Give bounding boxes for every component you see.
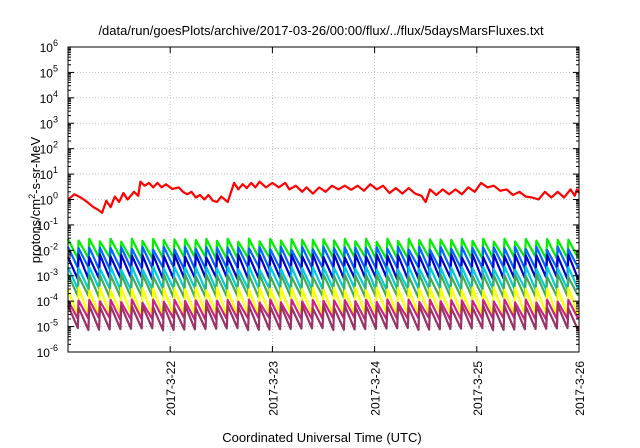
y-tick-label: 101 bbox=[40, 165, 58, 182]
y-axis-label-prefix: protons/cm bbox=[28, 199, 43, 263]
y-tick-label: 10-5 bbox=[37, 318, 58, 335]
y-tick-label: 10-1 bbox=[37, 216, 58, 233]
y-tick-exponent: -1 bbox=[50, 216, 58, 226]
y-tick-label: 100 bbox=[40, 191, 58, 208]
y-tick-label: 10-4 bbox=[37, 292, 58, 309]
y-axis-label-superscript: 2 bbox=[27, 194, 37, 199]
y-tick-base: 10 bbox=[40, 92, 54, 106]
y-tick-base: 10 bbox=[40, 117, 54, 131]
x-tick-label: 2017-3-26 bbox=[573, 361, 587, 416]
x-tick-label: 2017-3-25 bbox=[471, 361, 485, 416]
y-axis-label: protons/cm2-s-sr-MeV bbox=[27, 136, 43, 263]
y-tick-label: 10-3 bbox=[37, 267, 58, 284]
x-tick-label: 2017-3-22 bbox=[164, 361, 178, 416]
y-tick-base: 10 bbox=[40, 168, 54, 182]
y-tick-base: 10 bbox=[37, 321, 51, 335]
y-tick-exponent: 0 bbox=[53, 191, 58, 201]
y-tick-exponent: 1 bbox=[53, 165, 58, 175]
y-tick-label: 103 bbox=[40, 114, 58, 131]
y-tick-exponent: 5 bbox=[53, 63, 58, 73]
series-line-0 bbox=[67, 180, 580, 214]
y-tick-base: 10 bbox=[40, 143, 54, 157]
x-tick-label: 2017-3-23 bbox=[266, 361, 280, 416]
y-tick-label: 105 bbox=[40, 63, 58, 80]
y-tick-label: 106 bbox=[40, 38, 58, 55]
y-tick-exponent: -4 bbox=[50, 292, 58, 302]
y-tick-base: 10 bbox=[37, 270, 51, 284]
y-tick-base: 10 bbox=[40, 41, 54, 55]
y-tick-exponent: -6 bbox=[50, 343, 58, 353]
chart-title: /data/run/goesPlots/archive/2017-03-26/0… bbox=[98, 23, 544, 38]
series-layer bbox=[66, 180, 580, 332]
y-tick-label: 10-6 bbox=[37, 343, 58, 360]
y-tick-label: 102 bbox=[40, 140, 58, 157]
x-tick-label: 2017-3-24 bbox=[369, 361, 383, 416]
y-tick-exponent: 4 bbox=[53, 89, 58, 99]
y-tick-exponent: -5 bbox=[50, 318, 58, 328]
x-axis-ticks: 2017-3-22 2017-3-23 2017-3-24 2017-3-25 2017… bbox=[164, 47, 587, 416]
y-axis-label-suffix: -s-sr-MeV bbox=[28, 136, 43, 193]
y-tick-exponent: 2 bbox=[53, 140, 58, 150]
y-tick-exponent: 3 bbox=[53, 114, 58, 124]
y-tick-label: 10-2 bbox=[37, 241, 58, 258]
y-tick-exponent: 6 bbox=[53, 38, 58, 48]
y-tick-base: 10 bbox=[37, 219, 51, 233]
y-tick-base: 10 bbox=[37, 346, 51, 360]
y-tick-base: 10 bbox=[37, 244, 51, 258]
x-axis-label: Coordinated Universal Time (UTC) bbox=[222, 430, 421, 445]
y-tick-exponent: -3 bbox=[50, 267, 58, 277]
y-tick-base: 10 bbox=[40, 194, 54, 208]
y-tick-base: 10 bbox=[40, 66, 54, 80]
y-tick-label: 104 bbox=[40, 89, 58, 106]
y-tick-exponent: -2 bbox=[50, 241, 58, 251]
y-axis-ticks: 10-610-510-410-310-210-11001011021031041… bbox=[37, 38, 579, 360]
y-tick-base: 10 bbox=[37, 295, 51, 309]
series-line-8 bbox=[66, 304, 580, 332]
